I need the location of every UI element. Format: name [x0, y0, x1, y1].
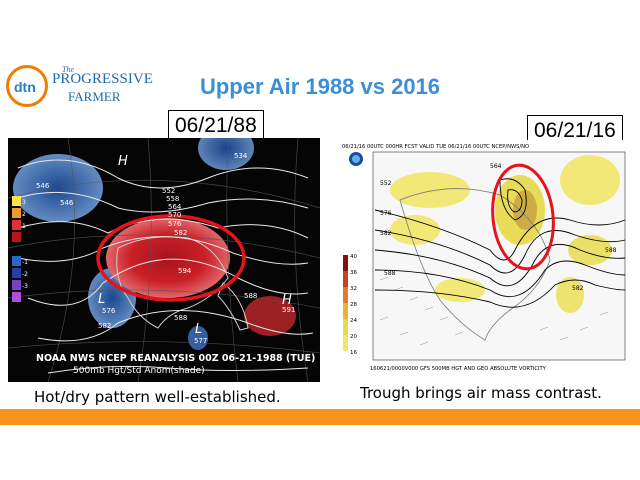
- caption-2016: Trough brings air mass contrast.: [360, 384, 602, 402]
- contour-label: 588: [384, 270, 396, 277]
- map-2016-500mb-vorticity: 06/21/16 00UTC 000HR FCST VALID TUE 06/2…: [340, 140, 629, 374]
- high-pressure-label: H: [282, 293, 292, 308]
- contour-label: 591: [282, 306, 295, 314]
- slide-title: Upper Air 1988 vs 2016: [199, 74, 441, 99]
- legend-label: -1: [22, 259, 28, 266]
- contour-label: 534: [234, 152, 248, 160]
- contour-label: 588: [605, 247, 617, 254]
- contour-label: 582: [572, 285, 584, 292]
- contour-label: 552: [380, 180, 392, 187]
- footer-accent-bar: [0, 409, 640, 425]
- contour-label: 577: [194, 337, 207, 345]
- contour-label: 588: [174, 314, 187, 322]
- low-pressure-label: L: [195, 322, 202, 337]
- contour-label: 564: [490, 163, 502, 170]
- legend-label: 1: [22, 223, 26, 230]
- scale-label: 20: [350, 334, 357, 340]
- contour-label: 582: [98, 322, 111, 330]
- contour-label: 546: [60, 199, 74, 207]
- map-2016-graphic: 06/21/16 00UTC 000HR FCST VALID TUE 06/2…: [340, 140, 629, 374]
- contour-label: 588: [244, 292, 257, 300]
- dtn-progressive-farmer-logo: dtn The PROGRESSIVE FARMER: [6, 63, 153, 109]
- logo-the-text: The: [62, 65, 74, 74]
- vorticity-color-scale: 40 36 32 28 24 20 16: [343, 254, 357, 356]
- contour-label: 552: [162, 187, 175, 195]
- dtn-logo-circle: dtn: [6, 65, 48, 107]
- high-pressure-label: H: [118, 154, 128, 169]
- contour-label: 594: [178, 267, 192, 275]
- legend-label: 3: [22, 199, 26, 206]
- logo-dtn-text: dtn: [14, 79, 36, 95]
- map-2016-header: 06/21/16 00UTC 000HR FCST VALID TUE 06/2…: [342, 144, 529, 150]
- contour-label: 546: [36, 182, 50, 190]
- scale-label: 32: [350, 286, 357, 292]
- caption-1988: Hot/dry pattern well-established.: [34, 388, 281, 406]
- low-pressure-label: L: [98, 292, 105, 307]
- scale-label: 24: [350, 318, 357, 324]
- map-1988-graphic: 546 546 552 558 564 570 576 582 588 588 …: [8, 138, 320, 382]
- logo-progressive-text: PROGRESSIVE: [52, 71, 153, 87]
- map-1988-title-line2: 500mb Hgt/Std Anom(shade): [73, 366, 205, 376]
- legend-label: -3: [22, 283, 28, 290]
- legend-label: -2: [22, 271, 28, 278]
- contour-label: 558: [166, 195, 179, 203]
- map-2016-footer: 160621/0000V000 GFS 500MB HGT AND GEO AB…: [370, 366, 547, 372]
- contour-label: 576: [102, 307, 116, 315]
- contour-label: 570: [168, 211, 181, 219]
- legend-label: 2: [22, 211, 26, 218]
- map-1988-title-line1: NOAA NWS NCEP REANALYSIS 00Z 06-21-1988 …: [36, 353, 315, 364]
- logo-farmer-text: FARMER: [68, 89, 121, 104]
- anomaly-legend: 3 2 1 -1 -2 -3: [12, 196, 28, 302]
- contour-label: 576: [380, 210, 392, 217]
- contour-label: 576: [168, 220, 182, 228]
- contour-label: 582: [174, 229, 187, 237]
- scale-label: 28: [350, 302, 357, 308]
- scale-label: 40: [350, 254, 357, 260]
- scale-label: 16: [350, 350, 357, 356]
- contour-label: 582: [380, 230, 392, 237]
- contour-label: 564: [168, 203, 182, 211]
- scale-label: 36: [350, 270, 357, 276]
- map-1988-500mb-anomaly: 546 546 552 558 564 570 576 582 588 588 …: [8, 138, 320, 382]
